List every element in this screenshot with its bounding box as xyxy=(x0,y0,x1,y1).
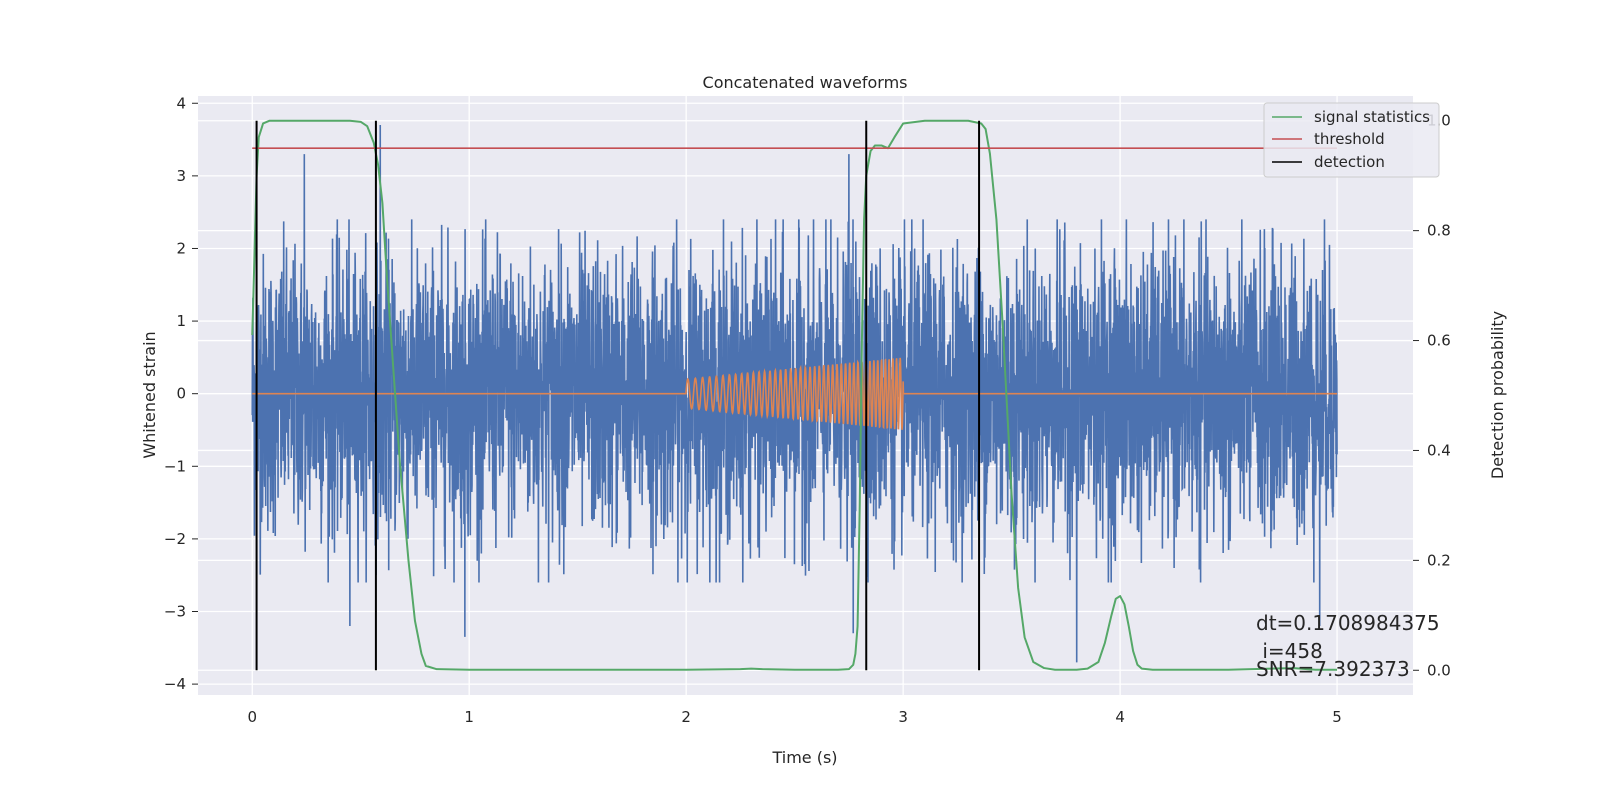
left-tick-label: −2 xyxy=(164,530,186,548)
chart-title: Concatenated waveforms xyxy=(703,73,908,92)
x-tick-label: 4 xyxy=(1115,708,1125,726)
series-layer xyxy=(251,125,1338,663)
left-tick-label: 4 xyxy=(176,94,186,112)
annotation-index: i=458 xyxy=(1256,639,1323,663)
x-tick-labels: 0 1 2 3 4 5 xyxy=(247,708,1341,726)
signal-statistics-line xyxy=(251,119,1338,671)
x-tick-label: 3 xyxy=(898,708,908,726)
legend-label-detection: detection xyxy=(1314,153,1385,171)
right-tick-label: 0.4 xyxy=(1427,441,1451,459)
left-axis-label: Whitened strain xyxy=(140,331,159,458)
left-tick-label: 2 xyxy=(176,239,186,257)
legend-box xyxy=(1263,102,1440,178)
x-tick-label: 1 xyxy=(464,708,474,726)
left-tick-labels: −4 −3 −2 −1 0 1 2 3 4 xyxy=(164,94,198,693)
legend-label-threshold: threshold xyxy=(1314,130,1385,148)
right-tick-label: 0.6 xyxy=(1427,332,1451,350)
statistics-layer xyxy=(251,119,1338,671)
chirp-series-line xyxy=(252,357,1338,430)
x-axis-label: Time (s) xyxy=(771,748,837,767)
left-tick-label: 0 xyxy=(176,385,186,403)
right-tick-label: 0.8 xyxy=(1427,222,1451,240)
annotation-snr: SNR=7.392373 xyxy=(1256,657,1410,681)
annotation-dt: dt=0.1708984375 xyxy=(1256,611,1440,635)
left-tick-label: −1 xyxy=(164,457,186,475)
legend: signal statistics threshold detection xyxy=(1263,102,1440,178)
left-tick-label: −4 xyxy=(164,675,186,693)
left-tick-label: 1 xyxy=(176,312,186,330)
left-tick-label: −3 xyxy=(164,603,186,621)
right-tick-label: 0.0 xyxy=(1427,661,1451,679)
right-tick-label: 0.2 xyxy=(1427,551,1451,569)
left-tick-label: 3 xyxy=(176,167,186,185)
legend-label-statistics: signal statistics xyxy=(1314,108,1430,126)
right-tick-labels: 0.00.20.40.60.81.0 xyxy=(1413,112,1451,679)
right-axis-label: Detection probability xyxy=(1488,311,1507,479)
x-tick-label: 2 xyxy=(681,708,691,726)
annotations: dt=0.1708984375 i=458 SNR=7.392373 xyxy=(1256,611,1440,681)
x-tick-label: 5 xyxy=(1332,708,1342,726)
x-tick-label: 0 xyxy=(247,708,257,726)
